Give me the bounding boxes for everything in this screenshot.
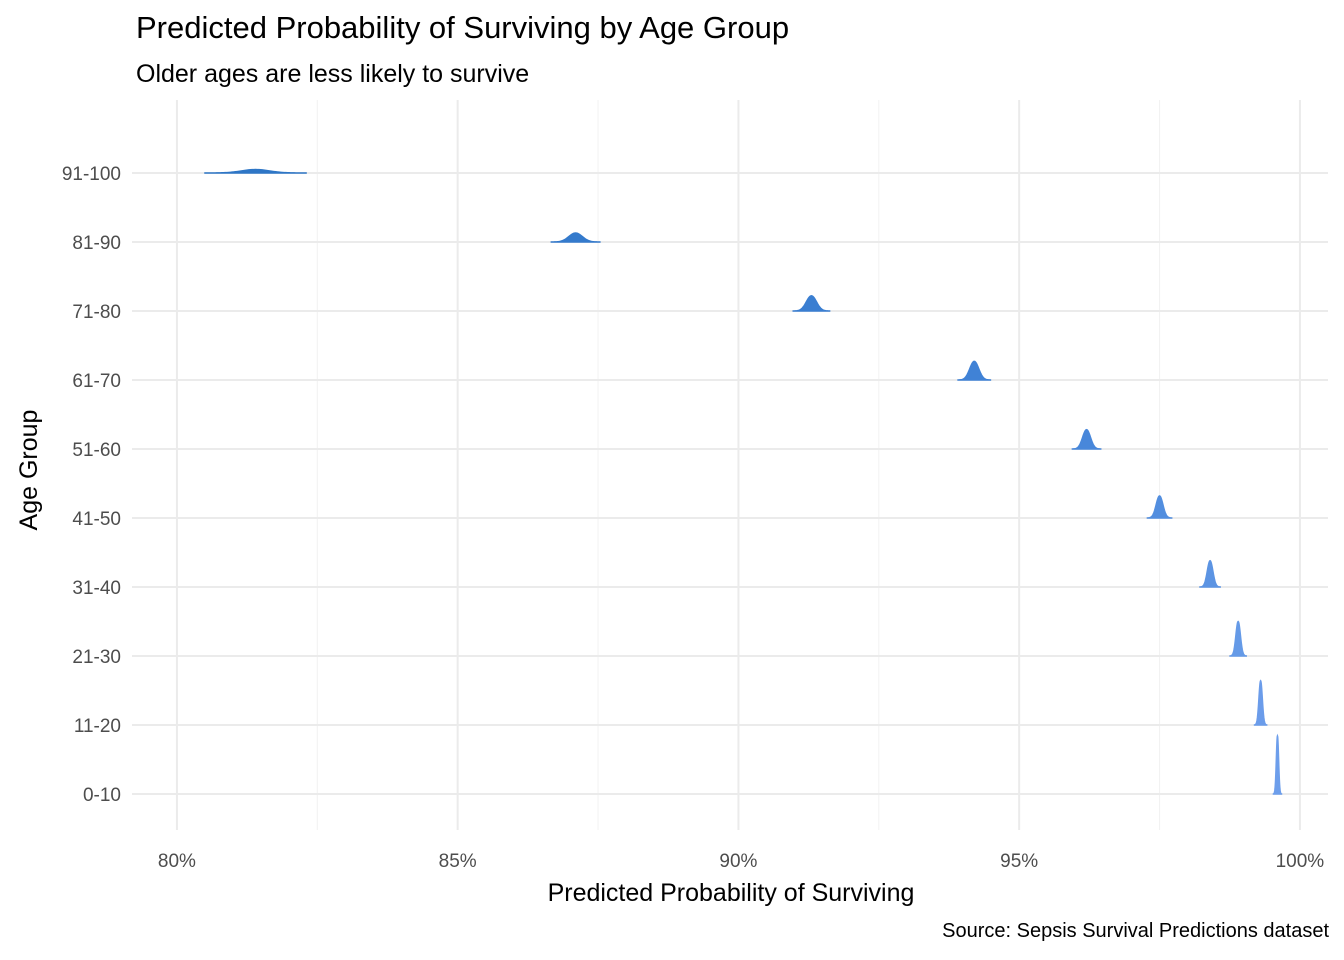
x-axis-title: Predicted Probability of Surviving — [548, 879, 915, 907]
density-ridge-51-60 — [1071, 428, 1102, 450]
density-ridge-71-80 — [792, 295, 831, 312]
y-tick-label: 21-30 — [72, 647, 121, 668]
x-tick-label: 95% — [1000, 851, 1038, 872]
density-ridge-91-100 — [204, 168, 307, 174]
density-ridge-21-30 — [1229, 620, 1247, 657]
y-axis-title: Age Group — [15, 410, 43, 531]
y-tick-label: 51-60 — [72, 440, 121, 461]
density-ridge-0-10 — [1272, 733, 1283, 795]
y-tick-label: 81-90 — [72, 233, 121, 254]
y-axis-ticks: 0-10 11-20 21-30 31-40 41-50 51-60 61-70 71-80 8… — [62, 164, 121, 806]
y-tick-label: 71-80 — [72, 302, 121, 323]
density-ridge-81-90 — [550, 232, 601, 243]
y-tick-label: 41-50 — [72, 509, 121, 530]
density-ridge-31-40 — [1199, 559, 1221, 588]
chart-subtitle: Older ages are less likely to survive — [136, 60, 530, 88]
chart-title: Predicted Probability of Surviving by Ag… — [136, 10, 790, 45]
y-tick-label: 11-20 — [74, 716, 121, 737]
x-tick-label: 100% — [1276, 851, 1325, 872]
x-tick-label: 85% — [439, 851, 477, 872]
y-tick-label: 31-40 — [72, 578, 121, 599]
density-ridge-41-50 — [1146, 495, 1173, 519]
chart-caption: Source: Sepsis Survival Predictions data… — [942, 920, 1329, 942]
y-tick-label: 61-70 — [72, 371, 121, 392]
y-tick-label: 91-100 — [62, 164, 121, 185]
x-tick-label: 80% — [158, 851, 196, 872]
grid-lines — [132, 100, 1328, 830]
density-ridge-61-70 — [957, 360, 992, 381]
y-tick-label: 0-10 — [83, 785, 121, 806]
density-ridge-11-20 — [1253, 679, 1268, 726]
x-tick-label: 90% — [719, 851, 757, 872]
x-axis-ticks: 80% 85% 90% 95% 100% — [158, 851, 1324, 872]
density-ridges — [204, 168, 1283, 795]
